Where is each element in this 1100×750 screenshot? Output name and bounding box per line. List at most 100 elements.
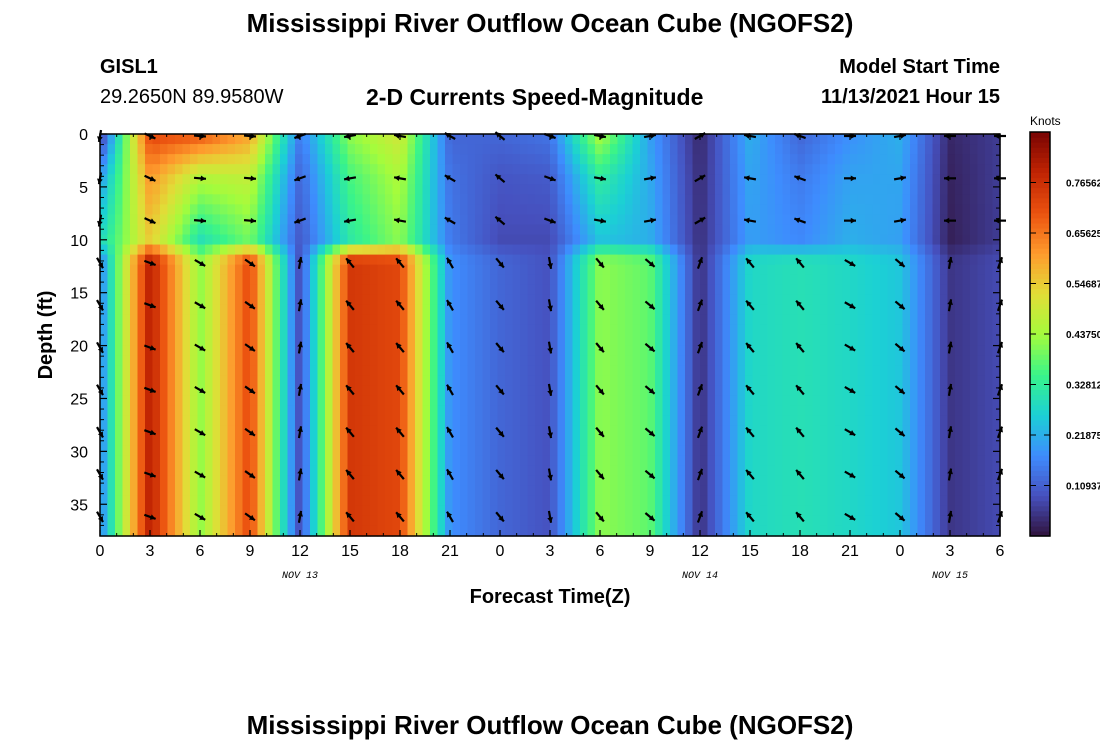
heat-cell [662, 144, 671, 155]
heat-cell [280, 385, 289, 396]
heat-cell [182, 515, 191, 527]
heat-cell [145, 244, 154, 256]
heat-cell [407, 194, 416, 205]
heat-cell [707, 314, 716, 326]
heat-cell [632, 365, 641, 376]
heat-cell [932, 515, 941, 527]
heat-cell [152, 304, 161, 316]
heat-cell [377, 515, 386, 527]
heat-cell [895, 234, 904, 246]
heat-cell [220, 184, 229, 195]
heat-cell [790, 134, 799, 145]
heat-cell [805, 184, 814, 195]
heat-cell [602, 224, 611, 236]
heat-cell [242, 365, 251, 376]
heat-cell [130, 445, 139, 457]
heat-cell [640, 134, 649, 145]
heat-cell [317, 304, 326, 316]
heat-cell [205, 204, 214, 215]
heat-cell [265, 465, 274, 477]
heat-cell [970, 264, 979, 276]
heat-cell [670, 375, 679, 386]
heat-cell [332, 224, 341, 236]
heat-cell [850, 515, 859, 527]
heat-cell [385, 194, 394, 205]
heat-cell [160, 184, 169, 195]
heat-cell [475, 164, 484, 175]
heat-cell [467, 415, 476, 427]
heat-cell [115, 475, 124, 487]
heat-cell [287, 335, 296, 346]
heat-cell [235, 184, 244, 195]
heat-cell [167, 495, 176, 507]
heat-cell [280, 405, 289, 416]
heat-cell [887, 264, 896, 276]
heat-cell [722, 204, 731, 215]
heat-cell [587, 304, 596, 316]
heat-cell [182, 385, 191, 396]
heat-cell [730, 425, 739, 437]
heat-cell [737, 385, 746, 396]
heat-cell [850, 284, 859, 296]
current-arrow [393, 175, 407, 182]
heat-cell [812, 244, 821, 256]
heat-cell [767, 314, 776, 326]
heat-cell [692, 515, 701, 527]
heat-cell [737, 284, 746, 296]
heat-cell [122, 314, 131, 326]
heat-cell [100, 254, 109, 266]
heat-cell [490, 375, 499, 386]
heat-cell [685, 274, 694, 286]
current-arrow [194, 258, 206, 267]
heat-cell [752, 134, 761, 145]
heat-cell [632, 254, 641, 266]
heat-cell [850, 174, 859, 185]
heat-cell [887, 415, 896, 427]
heat-cell [685, 485, 694, 497]
heat-cell [347, 445, 356, 457]
heat-cell [910, 294, 919, 306]
heat-cell [505, 475, 514, 487]
heat-cell [355, 254, 364, 266]
heat-cell [565, 294, 574, 306]
heat-cell [655, 495, 664, 507]
heat-cell [445, 395, 454, 406]
heat-cell [422, 294, 431, 306]
heat-cell [415, 515, 424, 527]
heat-cell [370, 475, 379, 487]
heat-cell [197, 335, 206, 346]
heat-cell [722, 174, 731, 185]
heat-cell [812, 254, 821, 266]
heat-cell [872, 485, 881, 497]
heat-cell [970, 184, 979, 195]
heat-cell [205, 435, 214, 447]
heat-cell [887, 425, 896, 437]
heat-cell [205, 455, 214, 467]
heat-cell [475, 234, 484, 246]
heat-cell [625, 314, 634, 326]
heat-cell [542, 134, 551, 145]
heat-cell [902, 445, 911, 457]
heat-cell [662, 194, 671, 205]
heat-cell [925, 395, 934, 406]
heat-cell [692, 304, 701, 316]
heat-cell [827, 304, 836, 316]
heat-cell [100, 525, 109, 537]
heat-cell [595, 244, 604, 256]
heat-cell [857, 525, 866, 537]
heat-cell [737, 264, 746, 276]
heat-cell [835, 465, 844, 477]
heat-cell [287, 505, 296, 517]
heat-cell [205, 144, 214, 155]
heat-cell [640, 375, 649, 386]
heat-cell [940, 515, 949, 527]
heat-cell [887, 375, 896, 386]
heat-cell [370, 515, 379, 527]
heat-cell [370, 154, 379, 165]
heat-cell [407, 274, 416, 286]
heat-cell [625, 234, 634, 246]
heat-cell [775, 435, 784, 447]
heat-cell [805, 214, 814, 226]
heat-cell [175, 335, 184, 346]
heat-cell [460, 294, 469, 306]
